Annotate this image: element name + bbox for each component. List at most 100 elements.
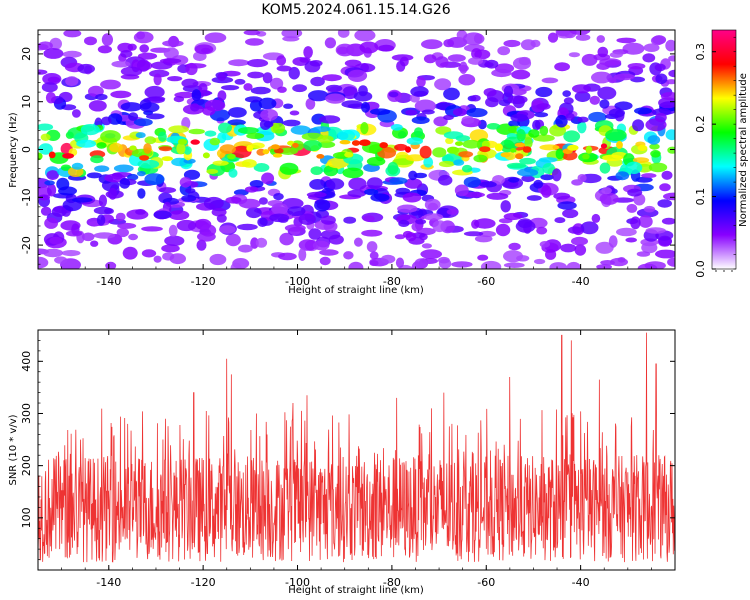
heatmap-cell [660, 92, 675, 101]
heatmap-cell [344, 59, 362, 67]
heatmap-cell [343, 251, 354, 260]
heatmap-cell [387, 161, 399, 175]
heatmap-cell [238, 198, 261, 209]
heatmap-cell [668, 69, 675, 78]
heatmap-hotspot [190, 139, 200, 145]
heatmap-cell [47, 76, 61, 83]
heatmap-cell [435, 56, 449, 68]
heatmap-cell [574, 91, 591, 102]
heatmap-cell [483, 88, 497, 97]
heatmap-cell [321, 74, 342, 82]
snr-x-tick-label: -80 [383, 576, 401, 589]
heatmap-cell [423, 213, 444, 221]
heatmap-cell [462, 139, 481, 149]
heatmap-hotspot [38, 152, 43, 161]
heatmap-cell [117, 222, 137, 229]
heatmap-cell [511, 69, 531, 80]
heatmap-cell [61, 250, 81, 257]
heatmap-cell [667, 146, 675, 154]
snr-x-tick-label: -140 [96, 576, 121, 589]
heatmap-cell [634, 107, 652, 115]
heatmap-cell [421, 243, 432, 249]
heatmap-cell [532, 119, 541, 131]
heatmap-y-tick-label: -20 [20, 236, 33, 254]
heatmap-cell [389, 177, 408, 185]
heatmap-cell [185, 62, 198, 76]
heatmap-cell [447, 54, 466, 62]
heatmap-hotspot [522, 146, 532, 153]
heatmap-cell [458, 151, 474, 158]
heatmap-cell [47, 183, 57, 197]
heatmap-cell [317, 135, 334, 143]
heatmap-cell [228, 107, 247, 118]
heatmap-x-tick-label: -80 [383, 275, 401, 288]
heatmap-cell [497, 46, 511, 56]
heatmap-cell [661, 217, 675, 225]
heatmap-cell [81, 232, 95, 242]
heatmap-cell [610, 257, 628, 267]
heatmap-cell [110, 90, 132, 99]
heatmap-cell [608, 77, 617, 84]
heatmap-cell [176, 142, 186, 155]
heatmap-cell [575, 34, 591, 41]
heatmap-cell [144, 173, 165, 186]
heatmap-cell [282, 198, 304, 209]
heatmap-cell [136, 59, 151, 72]
heatmap-cell [243, 83, 253, 91]
heatmap-cell [364, 188, 379, 196]
heatmap-cell [524, 137, 533, 149]
heatmap-cell [641, 242, 658, 254]
snr-y-tick-label: 400 [20, 351, 33, 372]
heatmap-cell [503, 39, 521, 48]
heatmap-cell [100, 79, 121, 90]
heatmap-cell [616, 37, 637, 44]
heatmap-cell [539, 144, 560, 151]
heatmap-cell [395, 187, 411, 195]
heatmap-cell [507, 95, 528, 104]
heatmap-cell [320, 229, 341, 240]
heatmap-cell [245, 38, 264, 46]
heatmap-cell [661, 170, 673, 180]
heatmap-cell [485, 97, 499, 108]
heatmap-cell [461, 116, 475, 124]
heatmap-cell [273, 193, 284, 201]
heatmap-hotspot [339, 140, 351, 145]
heatmap-cell [269, 213, 290, 223]
heatmap-cell [605, 129, 627, 142]
heatmap-cell [135, 132, 146, 139]
heatmap-cell [636, 251, 651, 257]
heatmap-cell [413, 127, 424, 138]
heatmap-cell [250, 86, 271, 95]
heatmap-hotspot [455, 141, 464, 147]
heatmap-cell [632, 157, 650, 164]
heatmap-cell [196, 239, 207, 251]
heatmap-cell [246, 132, 265, 139]
heatmap-y-axis-label: Frequency (Hz) [8, 112, 19, 188]
heatmap-cell [348, 261, 364, 269]
heatmap-cell [424, 198, 441, 211]
heatmap-cell [120, 102, 142, 112]
heatmap-cell [141, 226, 163, 232]
heatmap-cell [589, 95, 600, 105]
heatmap-cell [568, 52, 581, 58]
heatmap-cell [638, 215, 653, 228]
colorbar-tick-label: 0.2 [694, 115, 707, 133]
heatmap-cell [466, 108, 488, 118]
heatmap-cell [667, 257, 675, 267]
heatmap-hotspot [161, 156, 173, 162]
heatmap-cell [247, 59, 269, 68]
heatmap-cell [463, 176, 481, 188]
heatmap-cell [288, 66, 300, 80]
heatmap-cell [480, 260, 502, 269]
heatmap-cell [65, 76, 79, 87]
heatmap-cell [298, 213, 316, 225]
heatmap-cell [97, 45, 112, 54]
heatmap-cell [405, 109, 418, 116]
heatmap-cell [452, 108, 467, 117]
heatmap-cell [366, 156, 386, 166]
heatmap-cell [279, 162, 299, 175]
heatmap-cell [572, 84, 591, 94]
heatmap-cell [137, 188, 146, 199]
snr-x-axis-label: Height of straight line (km) [288, 585, 424, 596]
heatmap-cell [319, 249, 339, 256]
